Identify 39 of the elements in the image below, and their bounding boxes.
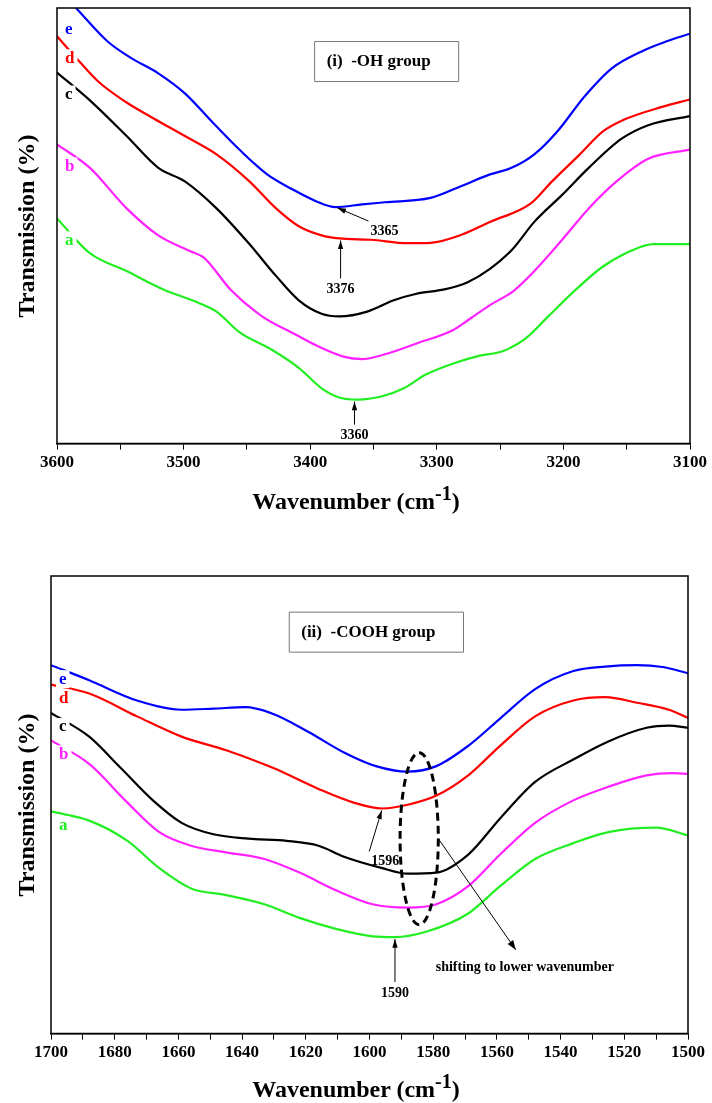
series-label: d [59, 688, 69, 708]
x-axis-title: Wavenumber (cm$^{-1}$) [251, 482, 461, 515]
x-tick-label: 1600 [352, 1042, 387, 1062]
annotation: 3365 [370, 222, 399, 238]
x-tick-label: 3200 [546, 452, 581, 472]
x-tick-label: 3500 [166, 452, 201, 472]
x-tick-label: 3300 [419, 452, 454, 472]
series-label: c [59, 716, 67, 736]
x-tick-label: 3400 [293, 452, 328, 472]
series-label: a [65, 229, 74, 249]
y-axis-title: Transmission (%) [12, 713, 40, 897]
series-label: b [65, 155, 75, 175]
annotation: 3376 [326, 281, 355, 297]
series-label: c [65, 83, 73, 103]
y-axis-title: Transmission (%) [12, 134, 40, 318]
annotation: 1596 [371, 853, 400, 869]
annotation: shifting to lower wavenumber [435, 959, 614, 975]
x-tick-label: 1620 [288, 1042, 323, 1062]
chart-title: (ii) -COOH group [301, 621, 436, 641]
x-axis-title: Wavenumber (cm$^{-1}$) [251, 1070, 461, 1103]
x-tick-label: 1660 [161, 1042, 196, 1062]
x-tick-label: 1520 [607, 1042, 642, 1062]
x-tick-label: 3100 [673, 452, 707, 472]
series-label: b [59, 743, 69, 763]
x-tick-label: 1540 [543, 1042, 578, 1062]
series-label: e [65, 19, 73, 39]
series-label: d [65, 47, 75, 67]
x-tick-label: 1640 [225, 1042, 260, 1062]
x-tick-label: 1500 [671, 1042, 705, 1062]
annotation: 1590 [380, 984, 409, 1000]
x-tick-label: 1700 [34, 1042, 68, 1062]
annotation: 3360 [340, 427, 369, 443]
series-label: e [59, 668, 67, 688]
x-tick-label: 3600 [40, 452, 74, 472]
x-tick-label: 1680 [97, 1042, 132, 1062]
x-tick-label: 1580 [416, 1042, 451, 1062]
text: (i) -OH group [326, 50, 431, 70]
series-label: a [59, 814, 68, 834]
x-tick-label: 1560 [479, 1042, 514, 1062]
